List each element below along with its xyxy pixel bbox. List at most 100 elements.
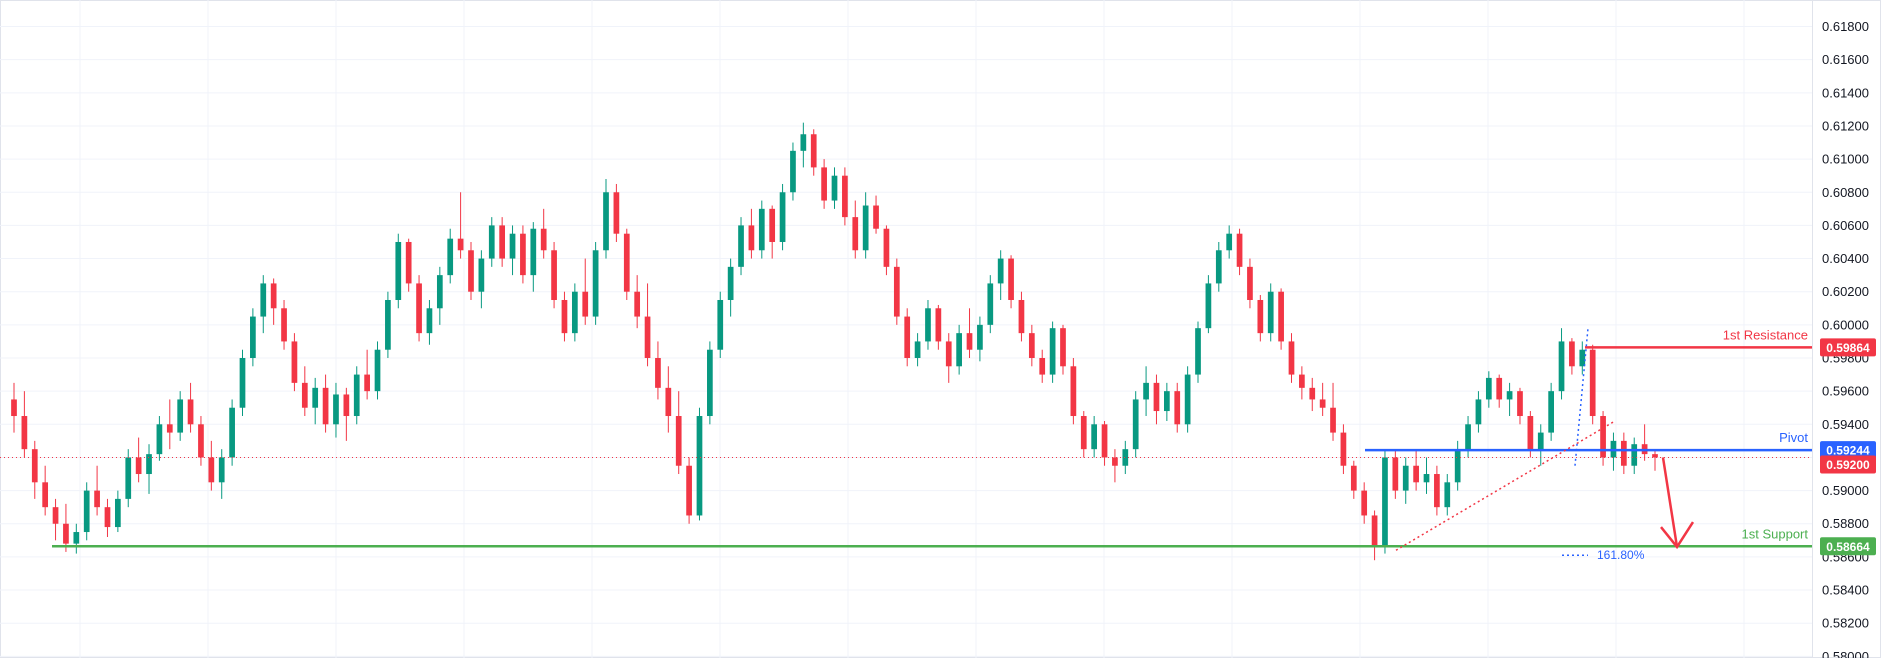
candle-body	[634, 291, 641, 317]
candle-body	[52, 507, 59, 524]
candle-body	[603, 192, 609, 251]
candle-body	[1039, 358, 1046, 375]
candle	[353, 366, 360, 425]
candle-body	[1537, 432, 1544, 450]
candle	[301, 366, 308, 417]
candle-body	[447, 238, 454, 276]
candle	[468, 241, 474, 300]
resistance-label: 1st Resistance	[1723, 327, 1808, 342]
candle	[312, 377, 319, 425]
overlay-layer	[0, 328, 1812, 556]
candle	[1163, 382, 1170, 421]
candle	[322, 374, 329, 433]
y-tick-label: 0.61800	[1822, 19, 1869, 34]
candle	[686, 457, 692, 524]
candle	[800, 122, 807, 168]
candle	[447, 228, 454, 284]
candle-body	[94, 490, 100, 508]
downward-arrow-icon	[1660, 457, 1695, 550]
candle-body	[1444, 482, 1451, 508]
candle	[1008, 255, 1014, 309]
candle	[229, 399, 235, 466]
candle	[696, 407, 703, 521]
resistance-price-tag	[1820, 338, 1876, 357]
level-labels-layer: 1st Resistance 0.59864 Pivot 0.59244 1st Sup…	[1597, 327, 1876, 562]
candle-body	[800, 134, 807, 151]
candle-body	[488, 225, 495, 259]
candle-body	[1350, 465, 1357, 491]
candle-body	[42, 482, 49, 508]
candle	[883, 225, 890, 276]
candle	[156, 416, 163, 461]
y-tick-label: 0.58400	[1822, 583, 1869, 598]
candle	[748, 208, 755, 259]
candle	[478, 250, 485, 309]
candle-body	[1600, 416, 1606, 458]
candle	[925, 299, 931, 350]
candle-body	[582, 291, 589, 317]
candle-body	[883, 228, 890, 267]
arrow-shaft	[1661, 457, 1679, 548]
fib-projection-line	[1574, 328, 1589, 466]
candle	[1496, 374, 1503, 408]
candle	[177, 391, 184, 441]
candle-body	[1340, 432, 1347, 466]
candle	[1018, 291, 1025, 342]
candle	[655, 341, 661, 400]
candle	[1195, 321, 1201, 383]
candle	[1143, 366, 1149, 417]
candle-body	[1382, 457, 1388, 547]
candle-body	[1454, 449, 1461, 483]
candle-body	[758, 208, 765, 251]
candle-body	[1330, 407, 1336, 433]
candle-body	[218, 457, 225, 483]
candle	[1247, 258, 1253, 309]
candle	[582, 258, 589, 325]
candle	[291, 333, 298, 392]
candle	[83, 482, 90, 541]
candle-body	[1517, 391, 1523, 417]
candle	[270, 278, 277, 325]
candle	[94, 465, 100, 516]
candle-body	[1018, 299, 1025, 334]
candle-body	[187, 399, 194, 425]
candle-body	[177, 399, 184, 433]
candle-body	[457, 238, 464, 251]
candle-body	[198, 424, 204, 458]
candle	[385, 291, 391, 359]
candle-body	[405, 241, 412, 284]
candle	[831, 167, 838, 209]
candle	[374, 341, 381, 400]
candle-body	[1652, 454, 1658, 458]
candle	[1506, 382, 1513, 417]
candle-body	[893, 266, 900, 317]
candle-body	[333, 394, 339, 425]
pivot-label: Pivot	[1779, 430, 1808, 445]
candle-body	[1569, 341, 1575, 367]
candle	[1600, 411, 1606, 466]
candle	[966, 308, 973, 359]
candle-body	[769, 208, 776, 242]
y-tick-label: 0.58800	[1822, 516, 1869, 531]
y-tick-label: 0.59600	[1822, 384, 1869, 399]
candle	[260, 275, 267, 334]
candle	[250, 308, 256, 367]
candle-body	[696, 416, 703, 516]
candle-body	[1299, 374, 1305, 388]
candle	[779, 183, 786, 251]
candle	[1132, 391, 1139, 458]
candle	[1153, 374, 1160, 425]
candle-body	[810, 134, 817, 168]
candle-body	[852, 217, 859, 251]
current-price-tag	[1820, 455, 1876, 474]
candle	[488, 217, 495, 267]
candle-body	[1527, 416, 1534, 450]
candle-body	[1091, 424, 1098, 450]
candle	[1382, 449, 1388, 554]
candle	[1122, 440, 1129, 475]
candle-body	[436, 275, 443, 309]
candle	[551, 241, 557, 309]
candle	[135, 437, 142, 483]
y-tick-label: 0.61000	[1822, 152, 1869, 167]
candle	[1236, 228, 1243, 276]
